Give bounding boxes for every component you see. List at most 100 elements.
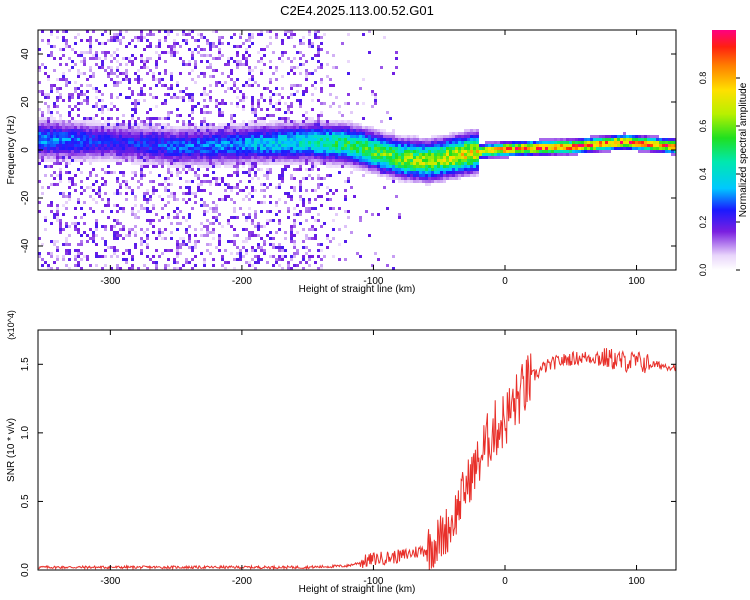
spectrogram-cell xyxy=(158,117,161,120)
spectrogram-cell xyxy=(269,138,272,141)
spectrogram-cell xyxy=(284,192,287,195)
spectrogram-cell xyxy=(185,243,188,246)
spectrogram-cell xyxy=(215,246,218,249)
spectrogram-cell xyxy=(161,216,164,219)
spectrogram-cell xyxy=(95,102,98,105)
spectrogram-cell xyxy=(458,147,461,150)
spectrogram-cell xyxy=(92,120,95,123)
spectrogram-cell xyxy=(188,141,191,144)
spectrogram-cell xyxy=(80,54,83,57)
spectrogram-cell xyxy=(149,135,152,138)
spectrogram-cell xyxy=(206,42,209,45)
spectrogram-cell xyxy=(512,150,515,153)
spectrogram-cell xyxy=(191,108,194,111)
spectrogram-cell xyxy=(113,225,116,228)
spectrogram-cell xyxy=(206,243,209,246)
spectrogram-cell xyxy=(368,135,371,138)
spectrogram-cell xyxy=(497,141,500,144)
spectrogram-cell xyxy=(155,264,158,267)
spectrogram-cell xyxy=(476,132,479,135)
spectrogram-cell xyxy=(437,147,440,150)
spectrogram-cell xyxy=(278,108,281,111)
spectrogram-cell xyxy=(275,147,278,150)
spectrogram-cell xyxy=(65,171,68,174)
spectrogram-cell xyxy=(38,81,41,84)
spectrogram-cell xyxy=(197,150,200,153)
spectrogram-cell xyxy=(248,78,251,81)
spectrogram-cell xyxy=(311,162,314,165)
spectrogram-cell xyxy=(248,216,251,219)
spectrogram-cell xyxy=(326,165,329,168)
spectrogram-cell xyxy=(455,150,458,153)
spectrogram-cell xyxy=(116,219,119,222)
spectrogram-cell xyxy=(401,150,404,153)
spectrogram-cell xyxy=(395,156,398,159)
spectrogram-cell xyxy=(125,75,128,78)
spectrogram-cell xyxy=(257,135,260,138)
spectrogram-cell xyxy=(260,126,263,129)
spectrogram-cell xyxy=(581,138,584,141)
spectrogram-cell xyxy=(134,234,137,237)
spectrogram-cell xyxy=(266,174,269,177)
spectrogram-cell xyxy=(299,210,302,213)
spectrogram-cell xyxy=(44,135,47,138)
spectrogram-cell xyxy=(149,141,152,144)
spectrogram-cell xyxy=(221,141,224,144)
spectrogram-cell xyxy=(473,144,476,147)
spectrogram-cell xyxy=(323,102,326,105)
spectrogram-cell xyxy=(266,135,269,138)
spectrogram-cell xyxy=(140,126,143,129)
spectrogram-cell xyxy=(206,153,209,156)
spectrogram-cell xyxy=(131,159,134,162)
spectrogram-cell xyxy=(377,156,380,159)
spectrogram-cell xyxy=(254,174,257,177)
spectrogram-cell xyxy=(506,141,509,144)
spectrogram-cell xyxy=(104,120,107,123)
spectrogram-cell xyxy=(476,174,479,177)
spectrogram-cell xyxy=(233,45,236,48)
spectrogram-cell xyxy=(56,240,59,243)
spectrogram-cell xyxy=(143,132,146,135)
spectrogram-cell xyxy=(68,105,71,108)
spectrogram-cell xyxy=(176,162,179,165)
spectrogram-cell xyxy=(269,219,272,222)
spectrogram-cell xyxy=(140,171,143,174)
spectrogram-cell xyxy=(422,168,425,171)
spectrogram-cell xyxy=(314,156,317,159)
spectrogram-cell xyxy=(170,162,173,165)
spectrogram-cell xyxy=(104,180,107,183)
spectrogram-cell xyxy=(320,150,323,153)
spectrogram-cell xyxy=(239,99,242,102)
spectrogram-cell xyxy=(287,111,290,114)
spectrogram-cell xyxy=(362,168,365,171)
spectrogram-cell xyxy=(293,132,296,135)
spectrogram-cell xyxy=(266,129,269,132)
spectrogram-cell xyxy=(251,69,254,72)
spectrogram-cell xyxy=(152,225,155,228)
spectrogram-cell xyxy=(377,165,380,168)
spectrogram-cell xyxy=(368,147,371,150)
spectrogram-cell xyxy=(392,168,395,171)
spectrogram-cell xyxy=(596,138,599,141)
spectrogram-cell xyxy=(395,177,398,180)
spectrogram-cell xyxy=(233,162,236,165)
spectrogram-cell xyxy=(338,135,341,138)
spectrogram-cell xyxy=(299,84,302,87)
spectrogram-cell xyxy=(290,237,293,240)
spectrogram-cell xyxy=(407,144,410,147)
spectrogram-cell xyxy=(125,183,128,186)
spectrogram-cell xyxy=(278,249,281,252)
spectrogram-cell xyxy=(401,141,404,144)
spectrogram-cell xyxy=(230,186,233,189)
spectrogram-cell xyxy=(233,240,236,243)
spectrogram-cell xyxy=(335,123,338,126)
spectrogram-cell xyxy=(248,153,251,156)
spectrogram-cell xyxy=(347,162,350,165)
spectrogram-cell xyxy=(254,114,257,117)
spectrogram-cell xyxy=(332,141,335,144)
spectrogram-cell xyxy=(662,144,665,147)
spectrogram-cell xyxy=(68,243,71,246)
spectrogram-cell xyxy=(164,150,167,153)
spectrogram-cell xyxy=(476,144,479,147)
